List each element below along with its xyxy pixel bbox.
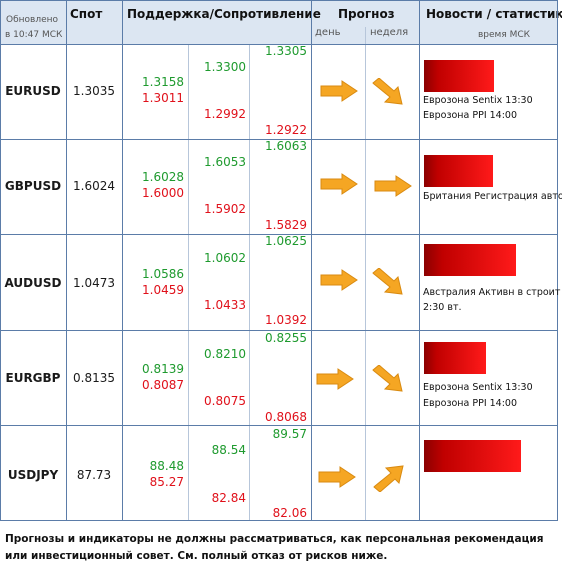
header-support-resistance: Поддержка/Сопротивление [127,7,321,21]
right-arrow-icon [320,173,358,195]
resistance-2: 82.84 [211,491,246,505]
news-strength-bar [424,244,516,276]
grid-line [311,0,312,521]
down-right-arrow-icon [372,268,403,295]
header-forecast-day: день [315,27,341,38]
disclaimer-text: Прогнозы и индикаторы не должны рассматр… [5,533,544,562]
news-strength-bar [424,342,486,374]
down-right-arrow-icon [372,365,403,392]
right-arrow-icon [318,466,356,488]
support-3: 1.6063 [265,139,307,153]
grid-line [0,44,558,45]
grid-line [0,330,558,331]
spot-price: 1.6024 [73,179,115,193]
grid-line [365,27,366,521]
updated-time: в 10:47 МСК [5,30,63,40]
support-3: 89.57 [272,427,307,441]
support-2: 1.0602 [204,251,246,265]
header-row [0,0,558,44]
resistance-1: 0.8087 [142,378,184,392]
grid-line [0,139,558,140]
grid-line [0,425,558,426]
spot-price: 0.8135 [73,371,115,385]
news-strength-bar [424,155,493,187]
grid-line [249,44,250,521]
news-strength-bar [424,440,521,472]
pair-symbol: EURUSD [5,84,61,98]
resistance-1: 85.27 [149,475,184,489]
header-forecast: Прогноз [338,7,395,21]
grid-line [122,0,123,521]
resistance-3: 0.8068 [265,410,307,424]
resistance-1: 1.3011 [142,91,184,105]
resistance-2: 1.5902 [204,202,246,216]
right-arrow-icon [320,80,358,102]
grid-line [0,0,1,521]
resistance-3: 1.2922 [265,123,307,137]
grid-line [557,0,558,521]
spot-price: 1.0473 [73,276,115,290]
support-2: 1.3300 [204,60,246,74]
right-arrow-icon [316,368,354,390]
news-item: Еврозона Sentix 13:30 [423,95,533,106]
pair-symbol: USDJPY [7,468,59,482]
pair-symbol: EURGBP [5,371,61,385]
resistance-3: 1.5829 [265,218,307,232]
header-news-time: время МСК [478,30,531,40]
news-item: Австралия Активн в строит [423,287,561,298]
support-1: 1.6028 [142,170,184,184]
resistance-2: 1.2992 [204,107,246,121]
updated-label: Обновлено [6,15,59,25]
spot-price: 1.3035 [73,84,115,98]
spot-price: 87.73 [76,468,112,482]
news-item: Еврозона Sentix 13:30 [423,382,533,393]
support-3: 1.0625 [265,234,307,248]
support-3: 1.3305 [265,44,307,58]
grid-line [0,0,558,1]
grid-line [419,0,420,521]
grid-line [0,234,558,235]
news-item: Еврозона PPI 14:00 [423,110,518,121]
right-arrow-icon [320,269,358,291]
support-2: 88.54 [211,443,246,457]
support-1: 0.8139 [142,362,184,376]
pair-symbol: GBPUSD [4,179,62,193]
news-item: Британия Регистрация авто [423,191,562,202]
pair-symbol: AUDUSD [4,276,62,290]
support-1: 88.48 [149,459,184,473]
support-2: 0.8210 [204,347,246,361]
header-spot: Спот [70,7,103,21]
support-1: 1.0586 [142,267,184,281]
down-right-arrow-icon [372,78,403,105]
support-1: 1.3158 [142,75,184,89]
right-arrow-icon [374,175,412,197]
grid-line [0,520,558,521]
support-2: 1.6053 [204,155,246,169]
resistance-1: 1.6000 [142,186,184,200]
grid-line [66,0,67,521]
resistance-3: 82.06 [272,506,307,520]
resistance-2: 1.0433 [204,298,246,312]
resistance-2: 0.8075 [204,394,246,408]
forex-table: Обновлено в 10:47 МСК Спот Поддержка/Соп… [0,0,562,521]
news-strength-bar [424,60,494,92]
grid-line [188,44,189,521]
header-forecast-week: неделя [370,27,409,38]
news-item: 2:30 вт. [423,302,462,313]
news-item: Еврозона PPI 14:00 [423,398,518,409]
header-news: Новости / статистика [426,7,562,21]
resistance-1: 1.0459 [142,283,184,297]
up-right-arrow-icon [373,465,404,492]
support-3: 0.8255 [265,331,307,345]
resistance-3: 1.0392 [265,313,307,327]
